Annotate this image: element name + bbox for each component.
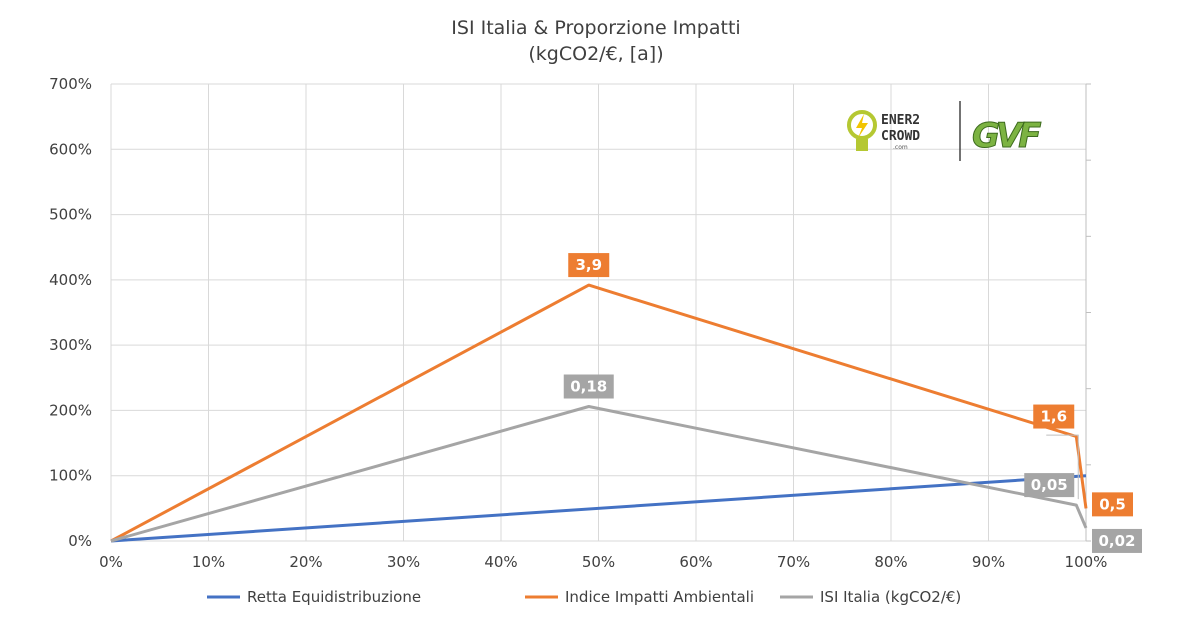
y-axis-ticks: 0% 100% 200% 300% 400% 500% 600% 700% <box>49 75 92 550</box>
data-label: 3,9 <box>568 253 610 278</box>
data-label-box <box>1033 404 1075 429</box>
data-label-box <box>568 253 610 278</box>
x-tick-label: 30% <box>387 553 420 571</box>
data-label: 0,05 <box>1024 473 1075 498</box>
y-tick-label: 600% <box>49 140 92 158</box>
data-labels: 3,9 1,6 0,5 0,18 0,05 0,02 <box>563 253 1142 553</box>
data-label-text: 3,9 <box>575 256 602 274</box>
y-tick-label: 700% <box>49 75 92 93</box>
legend-label: Indice Impatti Ambientali <box>565 588 754 606</box>
x-tick-label: 70% <box>777 553 810 571</box>
lightbulb-base-icon <box>856 139 868 151</box>
x-tick-label: 60% <box>679 553 712 571</box>
ener2crowd-text-1: ENER2 <box>881 113 920 128</box>
data-label: 0,02 <box>1092 528 1142 553</box>
gvf-logo-text: GVF <box>972 116 1041 156</box>
legend-item: ISI Italia (kgCO2/€) <box>780 588 961 606</box>
ener2crowd-logo: ENER2 CROWD .com <box>847 110 920 151</box>
legend: Retta Equidistribuzione Indice Impatti Am… <box>207 588 961 606</box>
data-label: 1,6 <box>1033 404 1075 429</box>
x-tick-label: 20% <box>289 553 322 571</box>
data-label-box <box>1092 528 1142 553</box>
bolt-icon <box>856 114 868 138</box>
data-label-text: 0,18 <box>570 378 607 396</box>
y-tick-label: 300% <box>49 336 92 354</box>
label-leader-line <box>1046 434 1079 500</box>
data-label: 0,5 <box>1092 492 1133 517</box>
chart-title: ISI Italia & Proporzione Impatti (kgCO2/… <box>451 17 740 65</box>
x-tick-label: 50% <box>582 553 615 571</box>
data-label-text: 1,6 <box>1040 408 1067 426</box>
chart-title-line-2: (kgCO2/€, [a]) <box>528 43 663 65</box>
gvf-logo: GVF <box>972 116 1046 157</box>
ener2crowd-text-2: CROWD <box>881 129 920 144</box>
y-tick-label: 200% <box>49 401 92 419</box>
chart-title-line-1: ISI Italia & Proporzione Impatti <box>451 17 740 39</box>
x-tick-label: 40% <box>484 553 517 571</box>
legend-label: Retta Equidistribuzione <box>247 588 421 606</box>
data-label: 0,18 <box>563 374 614 399</box>
legend-label: ISI Italia (kgCO2/€) <box>820 588 961 606</box>
x-tick-label: 100% <box>1065 553 1108 571</box>
series-lines <box>110 283 1088 543</box>
data-label-text: 0,05 <box>1031 476 1068 494</box>
y-tick-label: 100% <box>49 467 92 485</box>
legend-item: Indice Impatti Ambientali <box>525 588 754 606</box>
x-tick-label: 90% <box>972 553 1005 571</box>
data-label-box <box>1024 473 1075 498</box>
data-label-box <box>563 374 614 399</box>
x-axis-ticks: 0% 10% 20% 30% 40% 50% 60% 70% 80% 90% 100% <box>99 553 1107 571</box>
series-line-0 <box>110 474 1087 543</box>
x-tick-label: 0% <box>99 553 123 571</box>
y-tick-label: 400% <box>49 271 92 289</box>
x-tick-label: 80% <box>874 553 907 571</box>
data-label-text: 0,5 <box>1099 495 1126 513</box>
series-line-2 <box>110 405 1088 543</box>
series-line-1 <box>110 283 1088 543</box>
lightbulb-icon <box>847 110 877 140</box>
data-label-text: 0,02 <box>1098 532 1135 550</box>
y-tick-label: 0% <box>68 532 92 550</box>
y-tick-label: 500% <box>49 206 92 224</box>
ener2crowd-text-small: .com <box>893 144 908 151</box>
data-label-box <box>1092 492 1133 517</box>
x-tick-label: 10% <box>192 553 225 571</box>
grid <box>110 83 1091 542</box>
legend-item: Retta Equidistribuzione <box>207 588 421 606</box>
